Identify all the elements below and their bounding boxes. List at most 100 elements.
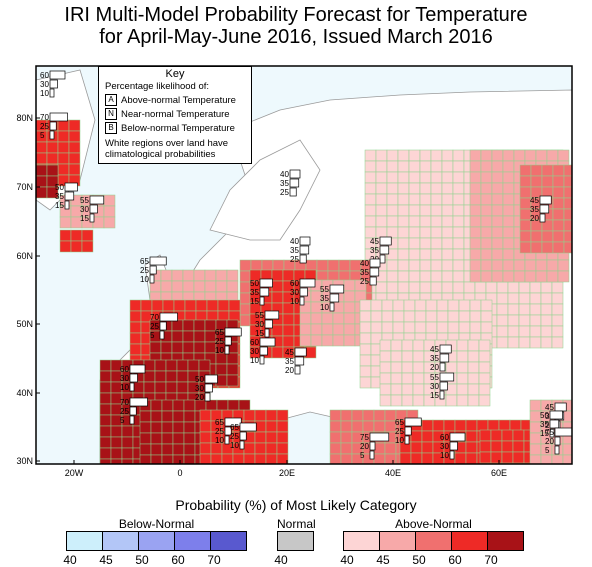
forecast-cell [171,330,184,343]
lon-label: 20E [279,468,295,478]
forecast-cell [469,226,482,239]
forecast-cell [491,259,504,272]
forecast-cell [375,160,388,173]
forecast-cell [397,204,410,217]
forecast-cell [327,259,340,272]
forecast-cell [465,452,478,464]
forecast-cell [99,425,112,438]
station-bar [379,236,392,246]
forecast-cell [412,361,425,374]
forecast-cell [226,352,239,365]
forecast-cell [478,361,491,374]
forecast-cell [238,399,251,412]
forecast-cell [441,171,454,184]
forecast-cell [226,374,239,387]
forecast-cell [340,431,353,444]
station-value: 25 [150,322,159,331]
forecast-cell [456,339,469,352]
forecast-cell [419,171,432,184]
forecast-cell [215,269,228,282]
station-value: 65 [140,257,149,266]
forecast-cell [351,409,364,422]
station-bar [264,310,280,320]
forecast-cell [99,370,112,383]
forecast-cell [419,281,432,294]
forecast-cell [557,149,570,162]
station-bar [224,417,242,427]
legend-swatch [139,532,175,550]
station-value: 65 [215,418,224,427]
forecast-cell [480,321,493,334]
forecast-cell [518,281,531,294]
station-bar [129,382,135,392]
station-bar [369,276,377,286]
legend-tick-label: 40 [340,553,354,567]
station-bar [404,435,410,445]
forecast-cell [321,323,334,336]
forecast-cell [161,399,174,412]
key-label-below: Below-normal Temperature [121,122,235,134]
forecast-cell [375,193,388,206]
forecast-cell [412,383,425,396]
forecast-cell [36,175,48,188]
forecast-cell [507,336,520,349]
station-bar [259,355,265,365]
forecast-cell [276,420,289,433]
station-bar [264,328,270,338]
key-letter-a: A [105,94,117,106]
forecast-cell [480,259,493,272]
station-value: 35 [540,420,549,429]
station-value: 40 [290,237,299,246]
forecast-cell [343,290,356,303]
forecast-cell [198,359,211,372]
station-value: 75 [545,428,554,437]
station-value: 50 [540,411,549,420]
legend-tick-label: 50 [135,553,149,567]
station-value: 25 [395,427,404,436]
station-value: 10 [230,441,239,450]
forecast-cell [271,324,284,337]
forecast-cell [299,312,312,325]
station-value: 25 [280,188,289,197]
forecast-cell [421,430,434,443]
forecast-cell [436,299,449,312]
station-bar [299,278,316,288]
forecast-cell [419,182,432,195]
forecast-cell [491,182,504,195]
forecast-cell [150,443,163,456]
forecast-cell [432,419,445,432]
forecast-cell [370,299,383,312]
forecast-cell [254,442,267,455]
forecast-cell [265,431,278,444]
forecast-cell [204,280,217,293]
key-row-above: A Above-normal Temperature [105,94,251,106]
forecast-cell [143,370,156,383]
station-bar [449,441,458,451]
forecast-cell [408,171,421,184]
forecast-cell [467,383,480,396]
station-value: 65 [215,328,224,337]
station-value: 5 [360,451,365,460]
forecast-cell [375,204,388,217]
forecast-cell [390,339,403,352]
forecast-cell [386,171,399,184]
forecast-cell [184,299,197,312]
forecast-cell [386,281,399,294]
station-bar [224,345,230,355]
forecast-cell [129,299,142,312]
forecast-cell [447,299,460,312]
forecast-cell [496,281,509,294]
forecast-cell [282,313,295,326]
forecast-cell [496,292,509,305]
legend-tick-label: 60 [448,553,462,567]
forecast-cell [469,237,482,250]
forecast-cell [469,259,482,272]
legend-swatch [67,532,103,550]
forecast-cell [375,215,388,228]
station-value: 10 [320,303,329,312]
